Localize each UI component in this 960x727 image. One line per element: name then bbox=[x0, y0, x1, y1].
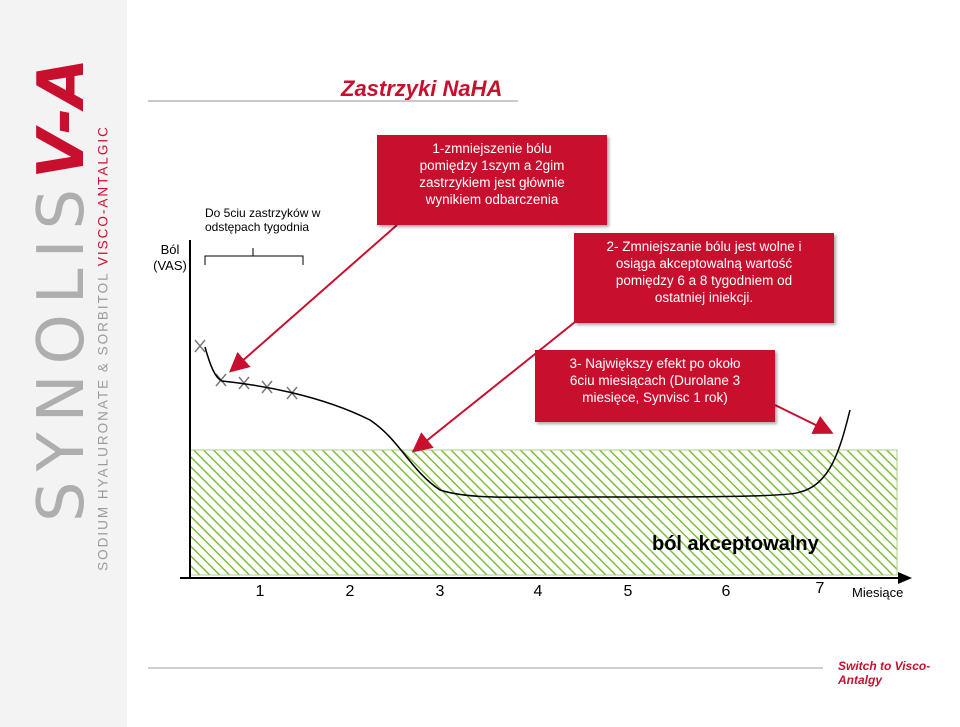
x-tick-1: 1 bbox=[255, 583, 265, 600]
footer-tagline: Switch to Visco-Antalgy bbox=[838, 659, 931, 687]
x-tick-2: 2 bbox=[345, 583, 355, 600]
y-axis-label: Ból (VAS) bbox=[153, 242, 187, 273]
x-tick-7: 7 bbox=[815, 580, 825, 597]
arrow-box1-to-curve bbox=[228, 224, 398, 373]
injection-bracket bbox=[204, 248, 304, 265]
callout-1: 1-zmniejszenie bólu pomiędzy 1szym a 2gi… bbox=[377, 135, 607, 225]
pain-curve bbox=[204, 346, 851, 499]
x-tick-4: 4 bbox=[533, 583, 543, 600]
acceptable-zone-label: ból akceptowalny bbox=[652, 533, 819, 555]
injection-x-1 bbox=[194, 339, 206, 353]
x-tick-6: 6 bbox=[721, 583, 731, 600]
x-tick-5: 5 bbox=[623, 583, 633, 600]
x-axis-arrowhead bbox=[898, 572, 912, 584]
slide-title: Zastrzyki NaHA bbox=[341, 76, 503, 101]
arrow-box2-to-curve bbox=[411, 309, 591, 453]
footer-rule bbox=[148, 667, 823, 669]
brand-sidebar: SYNOLISV-A SODIUM HYALURONATE & SORBITOL… bbox=[0, 0, 127, 727]
x-axis-name: Miesiące bbox=[852, 585, 904, 600]
callout-3: 3- Największy efekt po około 6ciu miesią… bbox=[535, 350, 775, 422]
x-tick-3: 3 bbox=[435, 583, 445, 600]
acceptable-pain-zone bbox=[189, 449, 898, 576]
title-underline bbox=[148, 100, 518, 102]
callout-2: 2- Zmniejszanie bólu jest wolne i osiąga… bbox=[574, 233, 834, 323]
arrow-box3-to-curve bbox=[774, 404, 834, 434]
injection-note: Do 5ciu zastrzyków w odstępach tygodnia bbox=[205, 206, 321, 234]
